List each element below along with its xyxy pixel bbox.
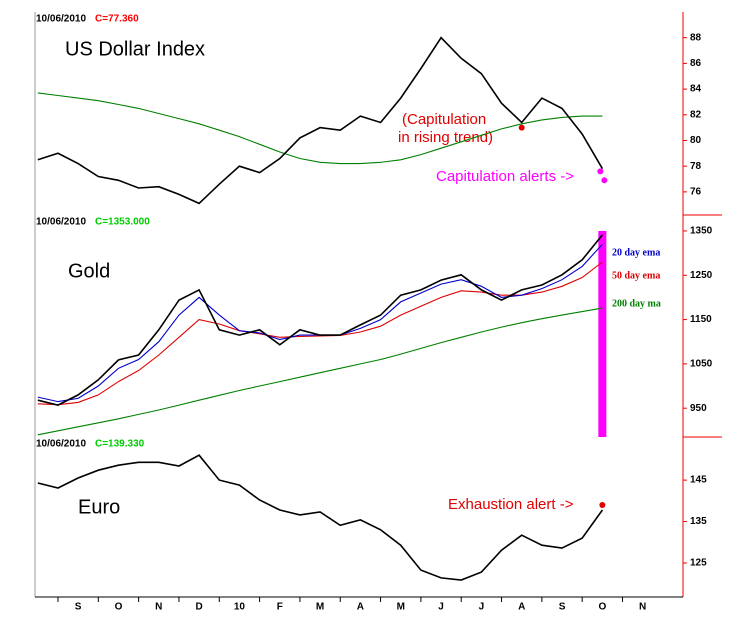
annotation: in rising trend) xyxy=(398,129,493,146)
last-price: C=1353.000 xyxy=(95,217,150,228)
average-line xyxy=(37,307,603,436)
date-label: 10/06/2010 xyxy=(36,217,86,228)
x-tick-label: D xyxy=(195,602,202,613)
y-tick-label: 80 xyxy=(690,135,702,146)
price-line xyxy=(37,234,604,406)
date-label: 10/06/2010 xyxy=(36,14,86,25)
y-tick-label: 1350 xyxy=(690,226,713,237)
date-label: 10/06/2010 xyxy=(36,439,86,450)
x-tick-label: J xyxy=(438,602,444,613)
y-tick-label: 82 xyxy=(690,109,702,120)
y-tick-label: 1250 xyxy=(690,270,713,281)
x-tick-label: S xyxy=(75,602,82,613)
y-tick-label: 950 xyxy=(690,403,707,414)
alert-marker xyxy=(601,177,608,184)
panel-title: US Dollar Index xyxy=(65,38,205,60)
alert-marker xyxy=(599,501,606,508)
y-tick-label: 78 xyxy=(690,161,702,172)
y-tick-label: 145 xyxy=(690,475,707,486)
average-line xyxy=(37,243,603,403)
last-price: C=77.360 xyxy=(95,14,139,25)
series-label: 20 day ema xyxy=(612,247,660,258)
alert-bar xyxy=(598,230,607,437)
last-price: C=139.330 xyxy=(95,439,145,450)
y-tick-label: 86 xyxy=(690,58,702,69)
y-tick-label: 1050 xyxy=(690,359,713,370)
x-tick-label: O xyxy=(115,602,123,613)
y-tick-label: 1150 xyxy=(690,314,712,325)
alert-marker xyxy=(597,168,604,175)
annotation: (Capitulation xyxy=(402,111,486,128)
x-tick-label: M xyxy=(316,602,324,613)
x-tick-label: J xyxy=(479,602,485,613)
y-tick-label: 84 xyxy=(690,84,702,95)
x-tick-label: M xyxy=(397,602,405,613)
x-tick-label: O xyxy=(598,602,606,613)
series-label: 200 day ma xyxy=(612,298,661,309)
x-tick-label: S xyxy=(559,602,566,613)
x-tick-label: A xyxy=(357,602,364,613)
price-line xyxy=(37,36,604,205)
panel-title: Euro xyxy=(78,496,120,518)
price-line xyxy=(37,454,604,581)
y-tick-label: 88 xyxy=(690,32,702,43)
x-tick-label: A xyxy=(518,602,525,613)
average-line xyxy=(37,261,603,406)
y-tick-label: 76 xyxy=(690,187,702,198)
x-tick-label: N xyxy=(155,602,162,613)
annotation: Capitulation alerts -> xyxy=(436,168,574,185)
y-tick-label: 135 xyxy=(690,516,707,527)
panel-title: Gold xyxy=(68,260,110,282)
annotation: Exhaustion alert -> xyxy=(448,496,574,513)
y-tick-label: 125 xyxy=(690,558,707,569)
x-tick-label: N xyxy=(639,602,646,613)
alert-marker xyxy=(518,124,525,131)
series-label: 50 day ema xyxy=(612,270,660,281)
x-tick-label: F xyxy=(277,602,283,613)
x-tick-label: 10 xyxy=(234,602,246,613)
average-line xyxy=(37,92,603,165)
